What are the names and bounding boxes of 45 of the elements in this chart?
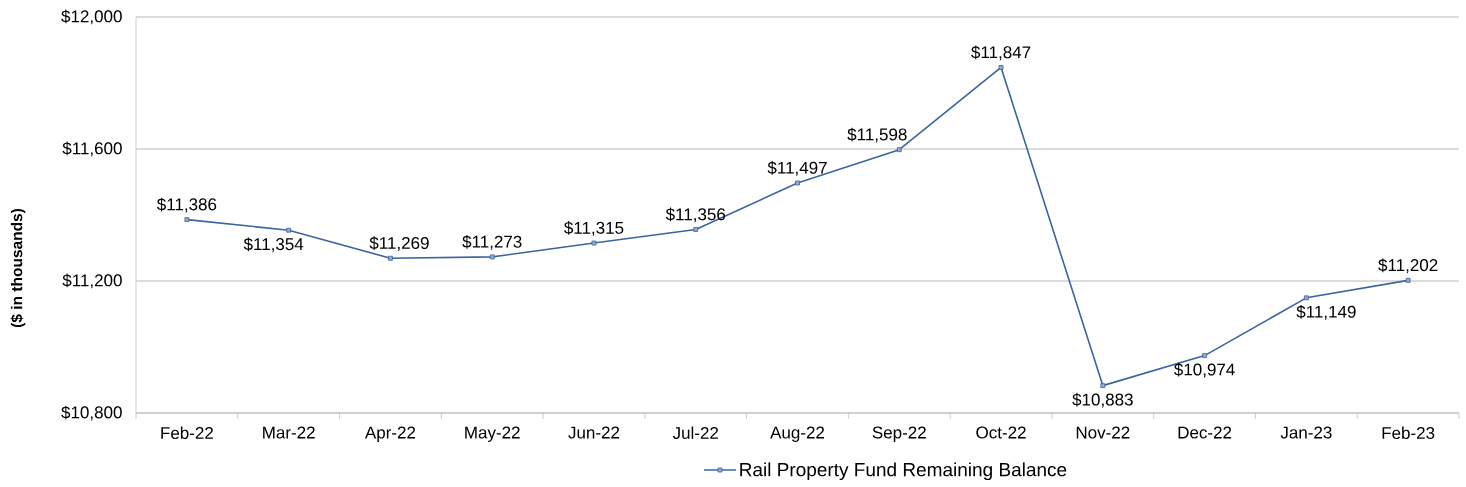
y-tick-label: $10,800 xyxy=(61,405,122,421)
point xyxy=(693,227,699,232)
point xyxy=(795,180,800,186)
point xyxy=(489,254,495,260)
x-tick-label: Feb-22 xyxy=(161,426,213,440)
x-tick-label: Aug-22 xyxy=(770,426,825,442)
point xyxy=(286,227,292,233)
x-tick-label: Mar-22 xyxy=(263,426,315,439)
data-label: $11,598 xyxy=(847,127,907,143)
data-label: $11,847 xyxy=(971,45,1031,61)
x-tick-label: May-22 xyxy=(465,426,520,442)
x-tick-label: Jul-22 xyxy=(672,426,719,440)
data-label: $11,273 xyxy=(462,234,522,250)
data-label: $11,149 xyxy=(1296,305,1356,320)
y-tick-label: $11,600 xyxy=(62,141,122,157)
x-tick-label: Sep-22 xyxy=(872,426,926,442)
legend-label: Rail Property Fund Remaining Balance xyxy=(740,462,1067,481)
data-label: $11,356 xyxy=(665,207,726,223)
data-label: $11,202 xyxy=(1378,258,1438,274)
point xyxy=(896,147,902,153)
x-tick-label: Jun-22 xyxy=(568,426,620,439)
x-tick-label: Dec-22 xyxy=(1178,426,1232,439)
x-tick-label: Jan-23 xyxy=(1280,426,1332,439)
data-label: $11,386 xyxy=(156,197,217,213)
point xyxy=(1303,295,1309,301)
x-tick-label: Nov-22 xyxy=(1076,426,1130,439)
point xyxy=(388,255,393,261)
point xyxy=(1202,353,1207,358)
point xyxy=(184,217,190,223)
data-label: $10,974 xyxy=(1174,362,1235,378)
x-tick-label: Apr-22 xyxy=(364,426,416,442)
point xyxy=(1405,277,1411,283)
point xyxy=(1100,383,1106,389)
point xyxy=(591,240,597,246)
y-tick-label: $11,200 xyxy=(62,273,122,289)
point xyxy=(998,65,1004,70)
x-tick-label: Oct-22 xyxy=(976,426,1026,439)
y-axis-title: ($ in thousands) xyxy=(10,208,26,328)
data-label: $11,354 xyxy=(243,237,304,253)
data-label: $11,269 xyxy=(369,236,429,252)
data-label: $11,497 xyxy=(767,161,827,176)
y-tick-label: $12,000 xyxy=(61,9,122,25)
data-label: $11,315 xyxy=(564,221,624,236)
data-label: $10,883 xyxy=(1072,392,1133,408)
x-tick-label: Feb-23 xyxy=(1382,426,1435,440)
